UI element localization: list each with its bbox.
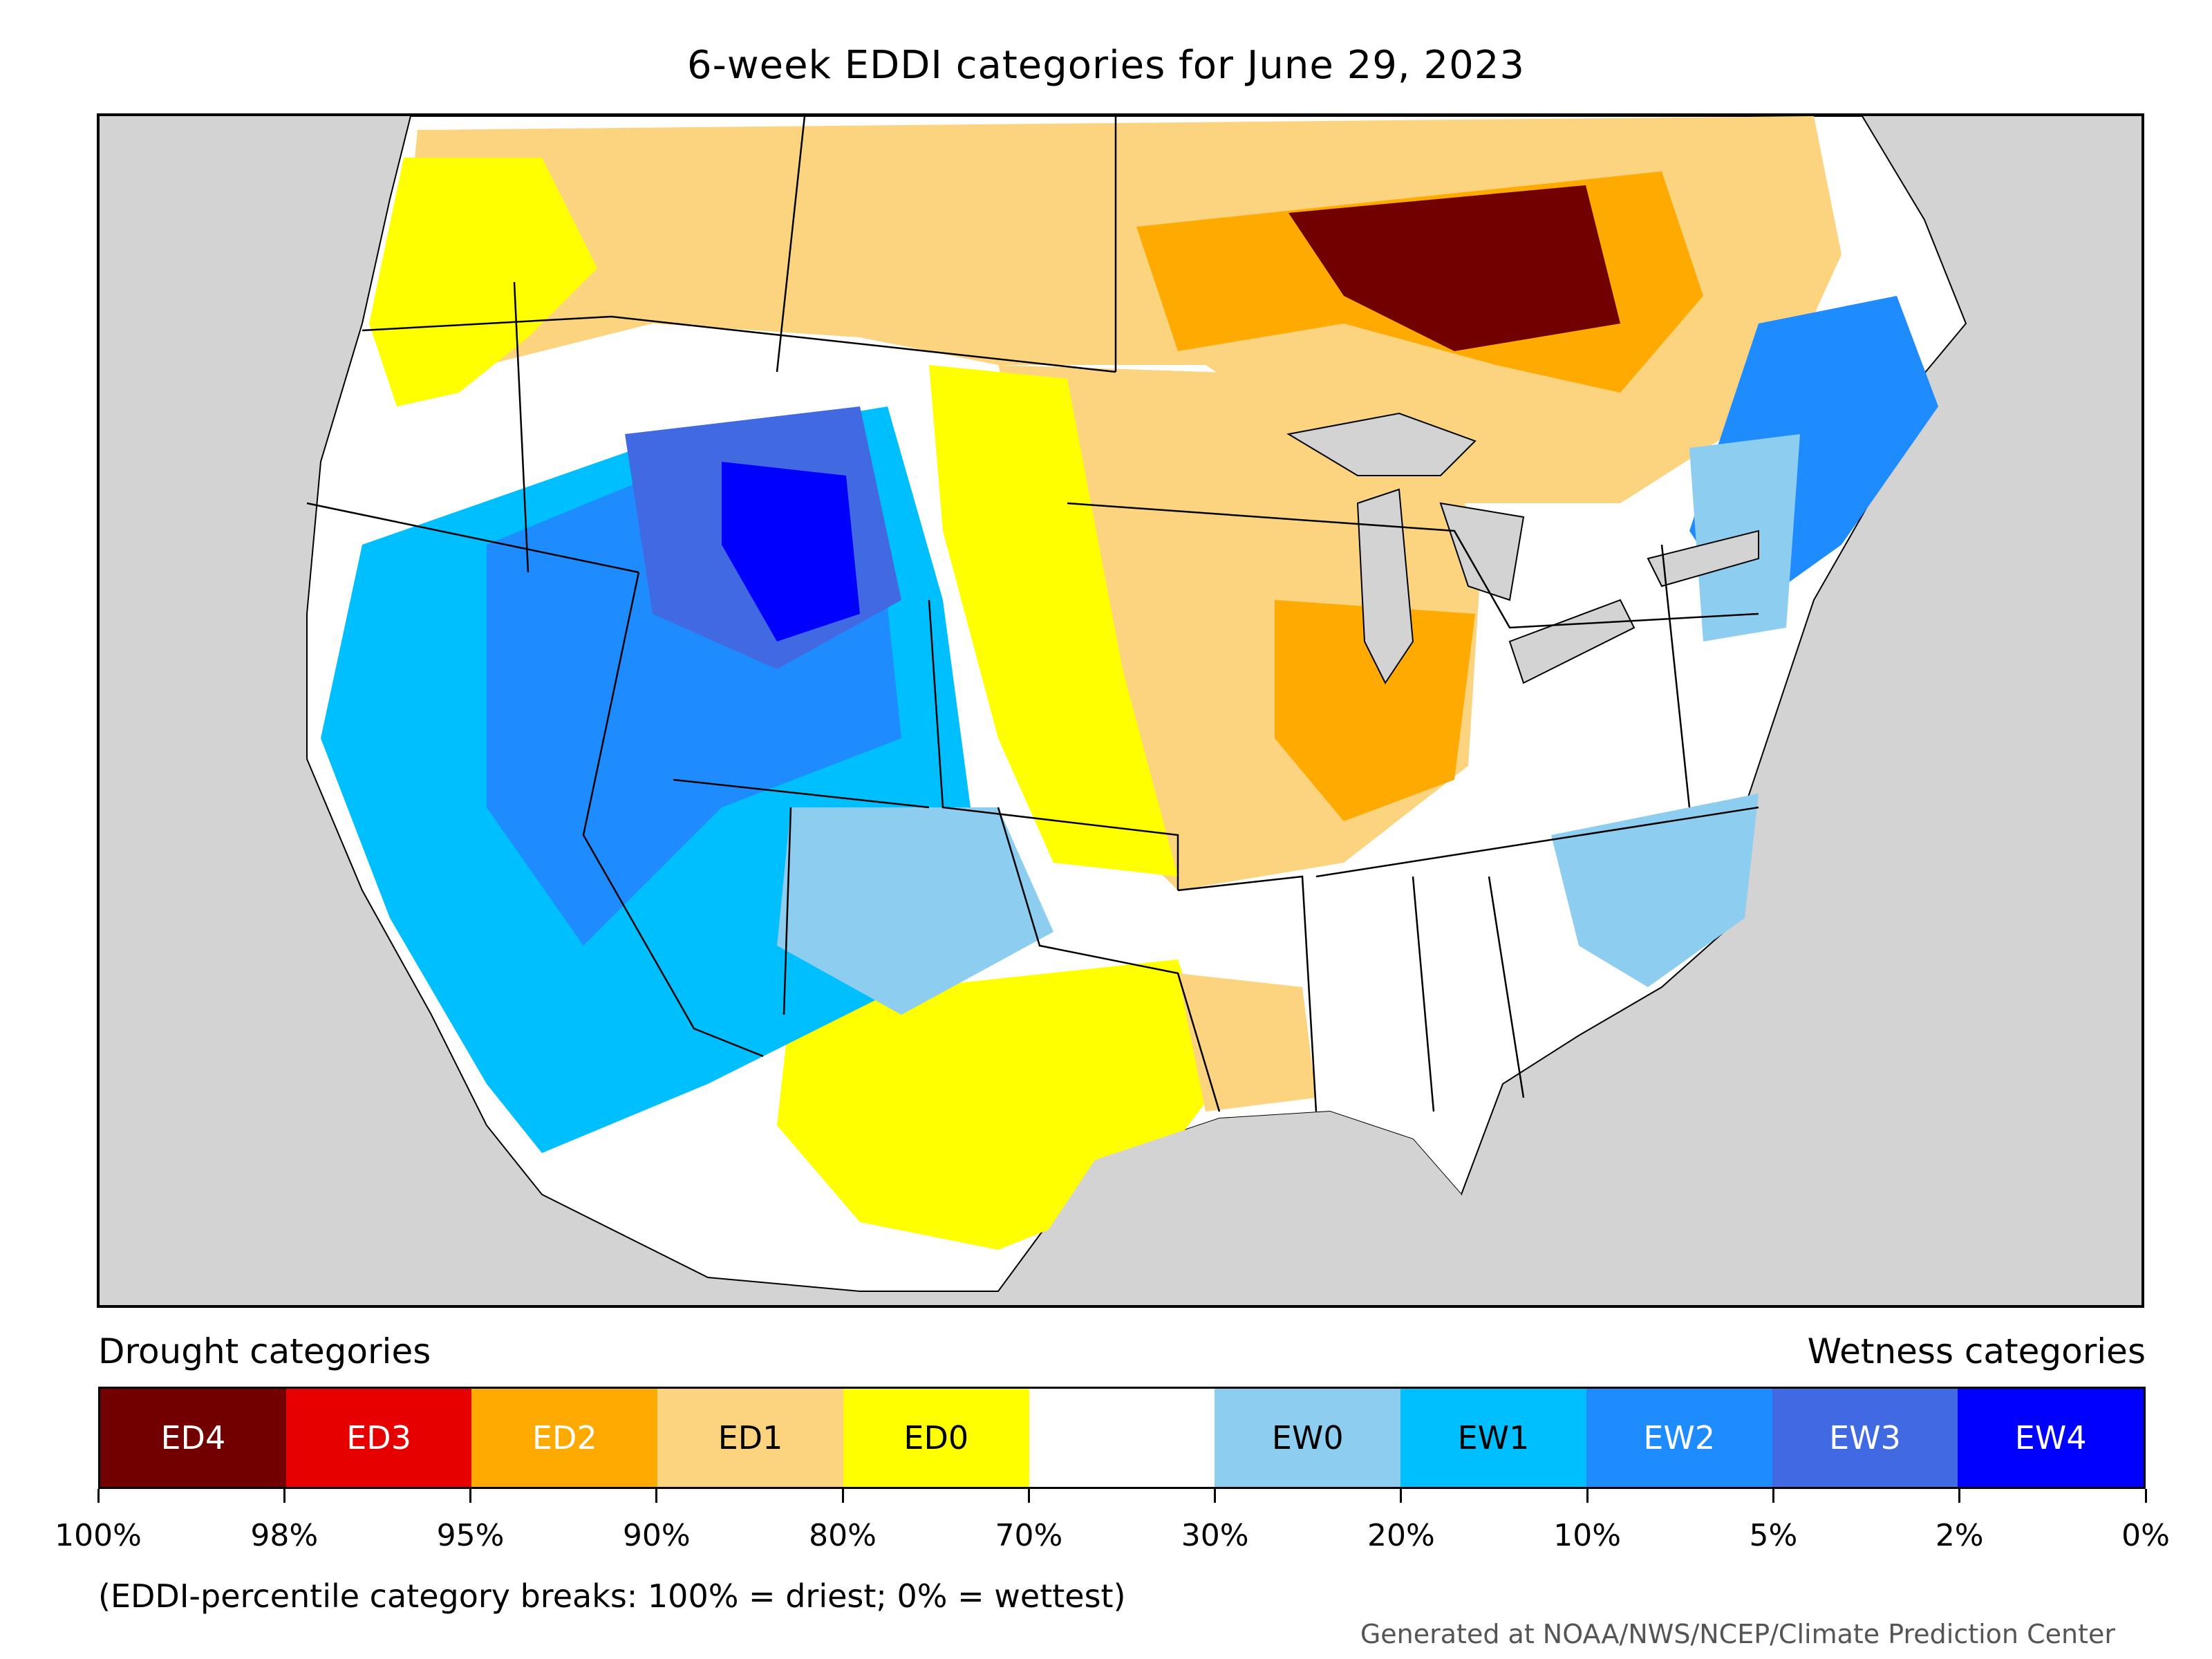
wetness-categories-heading: Wetness categories (1807, 1331, 2146, 1371)
eddi-map (97, 113, 2144, 1308)
region-ed0-plains (929, 365, 1178, 877)
map-title: 6-week EDDI categories for June 29, 2023 (687, 43, 1525, 88)
colorbar-tick (1772, 1489, 1774, 1503)
colorbar-tick-label: 0% (2121, 1518, 2170, 1553)
gulf-of-mexico (998, 1112, 1461, 1305)
credit-line: Generated at NOAA/NWS/NCEP/Climate Predi… (1360, 1619, 2115, 1649)
colorbar-tick (1214, 1489, 1217, 1503)
legend-category-ed1: ED1 (657, 1389, 843, 1487)
colorbar-tick-label: 5% (1749, 1518, 1798, 1553)
map-canvas (306, 116, 1967, 1305)
legend-category-ew0: EW0 (1215, 1389, 1401, 1487)
colorbar-tick-label: 95% (436, 1518, 505, 1553)
colorbar-ticks (97, 1489, 2147, 1503)
colorbar-tick-label: 2% (1935, 1518, 1984, 1553)
colorbar-tick-label: 70% (995, 1518, 1063, 1553)
legend-category-ew4: EW4 (1958, 1389, 2144, 1487)
region-ed4-ontario (1288, 185, 1620, 351)
colorbar-tick (841, 1489, 844, 1503)
colorbar-tick (283, 1489, 285, 1503)
colorbar-tick (655, 1489, 658, 1503)
colorbar-tick-label: 80% (809, 1518, 877, 1553)
region-ed2-midwest (1275, 600, 1475, 821)
category-note: (EDDI-percentile category breaks: 100% =… (98, 1577, 1126, 1615)
legend-category-ew1: EW1 (1400, 1389, 1586, 1487)
legend-category-ew3: EW3 (1772, 1389, 1958, 1487)
legend-category-normal (1029, 1389, 1215, 1487)
drought-categories-heading: Drought categories (98, 1331, 431, 1371)
colorbar-tick-label: 98% (250, 1518, 319, 1553)
colorbar-tick (97, 1489, 100, 1503)
legend-category-ed0: ED0 (843, 1389, 1029, 1487)
colorbar-tick (1586, 1489, 1588, 1503)
legend-category-ed4: ED4 (100, 1389, 286, 1487)
colorbar-tick (469, 1489, 472, 1503)
colorbar-tick-label: 90% (622, 1518, 691, 1553)
colorbar-tick-label: 20% (1367, 1518, 1435, 1553)
legend-category-ed3: ED3 (285, 1389, 472, 1487)
colorbar-tick (2144, 1489, 2147, 1503)
region-ed1-louisiana (1178, 973, 1316, 1112)
category-colorbar: ED4 ED3 ED2 ED1 ED0 EW0 EW1 EW2 EW3 EW4 (98, 1387, 2146, 1489)
region-ew0-southwest (777, 807, 1053, 1015)
region-ew0-carolinas (1551, 794, 1759, 987)
colorbar-tick-label: 30% (1181, 1518, 1249, 1553)
region-ew4-wyoming (722, 462, 860, 641)
legend-category-ew2: EW2 (1586, 1389, 1772, 1487)
region-ed0-pacific-nw (369, 158, 597, 406)
legend-category-ed2: ED2 (471, 1389, 658, 1487)
colorbar-tick (1400, 1489, 1403, 1503)
colorbar-tick-label: 100% (55, 1518, 142, 1553)
great-lakes (1286, 412, 1759, 684)
state-borders (306, 116, 1759, 1112)
colorbar-tick (1958, 1489, 1961, 1503)
colorbar-tick (1027, 1489, 1030, 1503)
colorbar-tick-label: 10% (1553, 1518, 1622, 1553)
